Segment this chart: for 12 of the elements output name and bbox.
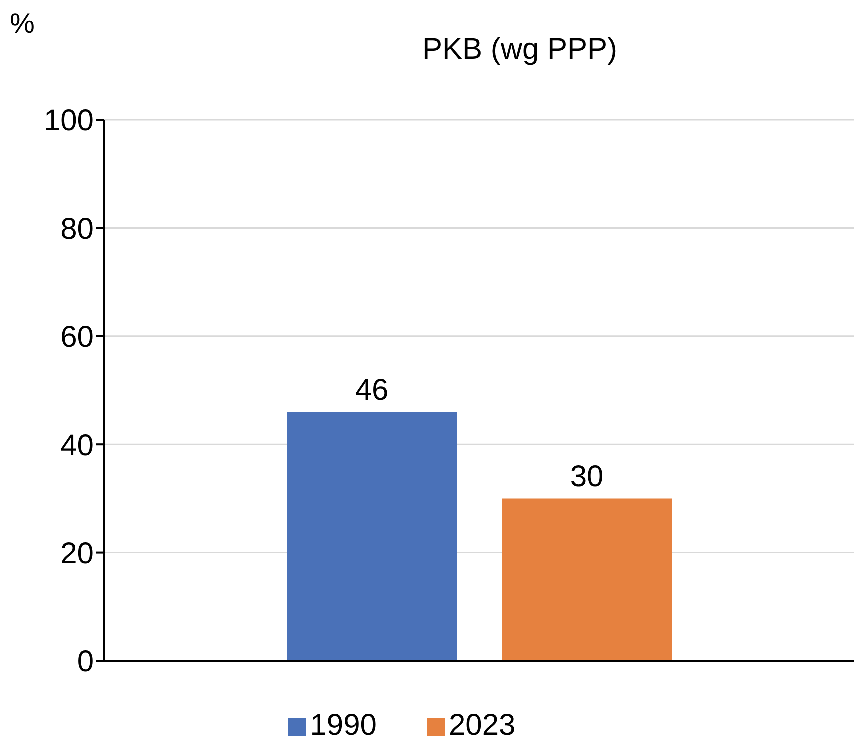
y-tick-label: 60 (60, 321, 94, 354)
data-label: 30 (570, 460, 604, 494)
y-tick-label: 80 (60, 212, 94, 246)
y-tick-label: 100 (44, 104, 94, 138)
data-label: 46 (355, 374, 389, 408)
y-tick-label: 0 (77, 646, 94, 679)
chart-title: PKB (wg PPP) (421, 33, 619, 67)
y-tick-label: 20 (60, 537, 94, 570)
legend-label: 1990 (310, 709, 377, 742)
y-axis-title: % (10, 8, 35, 40)
legend-label: 2023 (449, 709, 516, 742)
y-tick-label: 40 (60, 429, 94, 462)
